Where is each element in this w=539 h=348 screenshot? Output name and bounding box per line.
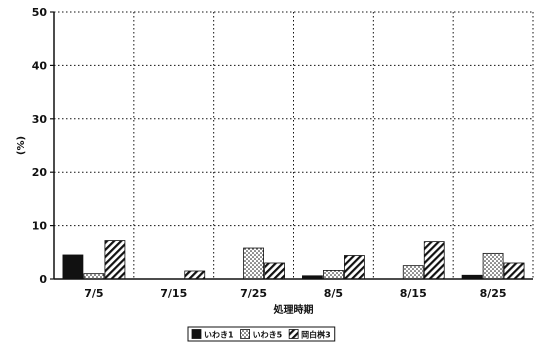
bar: [83, 273, 105, 280]
bar: [503, 262, 525, 280]
bar: [482, 252, 504, 280]
y-tick-label: 30: [32, 113, 48, 126]
legend-label: 岡白桝3: [301, 330, 331, 340]
x-tick-label: 7/25: [240, 287, 267, 300]
y-tick-label: 10: [32, 220, 48, 233]
legend-swatch: [288, 329, 299, 339]
x-tick-label: 8/25: [480, 287, 507, 300]
y-axis-title: (%): [16, 136, 27, 155]
x-tick-label: 8/15: [400, 287, 427, 300]
grid: [54, 11, 534, 279]
legend-swatch: [240, 329, 250, 339]
bar: [104, 240, 126, 280]
bar: [184, 270, 206, 280]
x-tick-label: 7/5: [84, 287, 103, 300]
bar: [264, 262, 285, 280]
bar: [344, 255, 365, 280]
bars: [62, 240, 525, 280]
tick-labels: 0 10 20 30 40 50 7/5 7/15 7/25 8/5 8/15 8/25: [32, 6, 507, 300]
legend-label: いわき1: [204, 331, 234, 340]
y-tick-label: 0: [39, 273, 47, 286]
y-tick-label: 50: [32, 6, 48, 19]
legend-swatch: [191, 329, 202, 339]
bar: [62, 254, 84, 280]
bar: [402, 265, 424, 280]
legend: いわき1 いわき5 岡白桝3: [187, 326, 336, 342]
bar: [243, 247, 264, 280]
bar: [423, 241, 445, 280]
y-tick-label: 20: [32, 166, 48, 179]
bar: [323, 270, 344, 280]
x-tick-label: 7/15: [160, 287, 187, 300]
x-tick-label: 8/5: [324, 287, 343, 300]
x-axis-title: 処理時期: [273, 303, 314, 316]
y-tick-label: 40: [32, 59, 48, 72]
legend-label: いわき5: [253, 331, 283, 340]
axes: [50, 11, 533, 280]
